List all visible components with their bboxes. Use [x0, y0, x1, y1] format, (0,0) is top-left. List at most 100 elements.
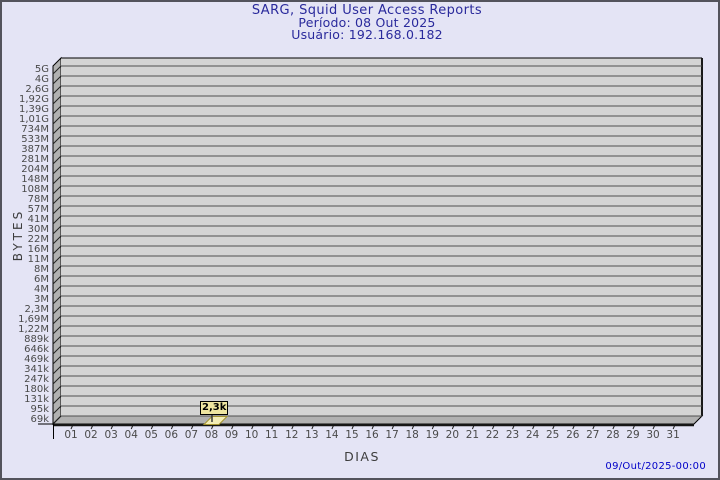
y-tick-label: 1,92G	[18, 94, 49, 105]
y-tick-label: 78M	[27, 194, 49, 205]
x-tick-label: 13	[305, 429, 319, 441]
y-axis-title: BYTES	[11, 208, 25, 262]
chart-title-block: SARG, Squid User Access Reports Período:…	[12, 3, 718, 42]
y-tick-mark	[52, 125, 62, 135]
y-tick-label: 5G	[34, 64, 49, 75]
y-tick-label: 131k	[24, 394, 49, 405]
y-tick-label: 1,22M	[18, 324, 49, 335]
y-tick-mark	[52, 65, 62, 75]
user-subtitle: Usuário: 192.168.0.182	[291, 27, 443, 42]
x-tick-label: 20	[445, 429, 460, 441]
x-tick-label: 25	[545, 429, 560, 441]
x-tick-label: 15	[345, 429, 359, 441]
y-tick-mark	[52, 375, 62, 385]
y-tick-mark	[52, 405, 62, 415]
y-tick-mark	[52, 285, 62, 295]
x-tick-label: 08	[204, 429, 219, 441]
x-tick-label: 18	[405, 429, 419, 441]
y-tick-mark	[52, 175, 62, 185]
y-tick-mark	[52, 165, 62, 175]
y-tick-label: 22M	[27, 234, 49, 245]
plot-area	[61, 58, 702, 416]
report-timestamp: 09/Out/2025-00:00	[605, 461, 706, 472]
data-point-label: 2,3k	[199, 401, 229, 415]
y-tick-label: 469k	[24, 354, 49, 365]
y-tick-mark	[52, 135, 62, 145]
y-tick-label: 1,01G	[18, 114, 49, 125]
x-tick-label: 09	[224, 429, 239, 441]
y-tick-label: 2,6G	[25, 84, 49, 95]
y-tick-mark	[52, 195, 62, 205]
x-tick-label: 03	[104, 429, 118, 441]
y-tick-label: 16M	[27, 244, 49, 255]
period-subtitle: Período: 08 Out 2025	[298, 15, 436, 30]
x-tick-label: 16	[365, 429, 379, 441]
y-tick-mark	[52, 225, 62, 235]
x-tick-label: 02	[84, 429, 98, 441]
x-tick-label: 24	[525, 429, 540, 441]
y-tick-mark	[52, 395, 62, 405]
y-tick-label: 1,69M	[18, 314, 49, 325]
y-tick-mark	[52, 115, 62, 125]
y-tick-label: 148M	[21, 174, 49, 185]
y-tick-mark	[52, 245, 62, 255]
x-tick-label: 12	[285, 429, 299, 441]
x-tick-label: 01	[64, 429, 78, 441]
y-tick-mark	[52, 335, 62, 345]
y-tick-mark	[52, 315, 62, 325]
y-tick-mark	[52, 295, 62, 305]
y-tick-label: 889k	[24, 334, 49, 345]
y-tick-mark	[52, 265, 62, 275]
y-tick-mark	[52, 275, 62, 285]
y-tick-mark	[52, 95, 62, 105]
y-tick-label: 3M	[34, 294, 49, 305]
x-tick-label: 11	[265, 429, 279, 441]
y-tick-mark	[52, 325, 62, 335]
x-tick-label: 14	[325, 429, 339, 441]
marker-bar-top-face	[202, 416, 229, 425]
y-tick-label: 30M	[27, 224, 49, 235]
y-tick-label: 95k	[30, 404, 49, 415]
y-tick-label: 69k	[30, 414, 49, 425]
x-tick-label: 06	[164, 429, 179, 441]
y-tick-mark	[52, 255, 62, 265]
y-tick-mark	[52, 185, 62, 195]
page-title: SARG, Squid User Access Reports	[251, 3, 483, 18]
x-tick-label: 29	[626, 429, 640, 441]
y-tick-label: 11M	[27, 254, 49, 265]
y-tick-mark	[52, 205, 62, 215]
y-tick-mark	[52, 345, 62, 355]
y-tick-label: 646k	[24, 344, 49, 355]
x-tick-label: 04	[124, 429, 138, 441]
x-tick-label: 30	[646, 429, 660, 441]
y-tick-label: 1,39G	[18, 104, 49, 115]
floor-3d	[51, 415, 704, 425]
y-tick-label: 387M	[21, 144, 49, 155]
x-tick-label: 23	[505, 429, 520, 441]
y-tick-label: 341k	[24, 364, 49, 375]
y-tick-label: 247k	[24, 374, 49, 385]
y-tick-mark	[52, 105, 62, 115]
y-tick-label: 204M	[21, 164, 49, 175]
y-tick-label: 57M	[27, 204, 49, 215]
y-tick-label: 4M	[34, 284, 49, 295]
y-tick-mark	[52, 415, 62, 425]
y-tick-mark	[52, 215, 62, 225]
x-tick-label: 19	[425, 429, 439, 441]
y-tick-label: 180k	[24, 384, 49, 395]
y-tick-mark	[52, 355, 62, 365]
x-tick-label: 22	[485, 429, 500, 441]
y-tick-mark	[52, 85, 62, 95]
y-tick-label: 8M	[34, 264, 49, 275]
y-tick-label: 2,3M	[24, 304, 49, 315]
y-tick-mark	[52, 365, 62, 375]
y-tick-mark	[52, 145, 62, 155]
y-tick-mark	[52, 155, 62, 165]
x-tick-label: 07	[184, 429, 199, 441]
x-tick-label: 26	[566, 429, 580, 441]
x-tick-label: 10	[244, 429, 259, 441]
x-tick-label: 31	[666, 429, 680, 441]
y-tick-label: 4G	[34, 74, 49, 85]
